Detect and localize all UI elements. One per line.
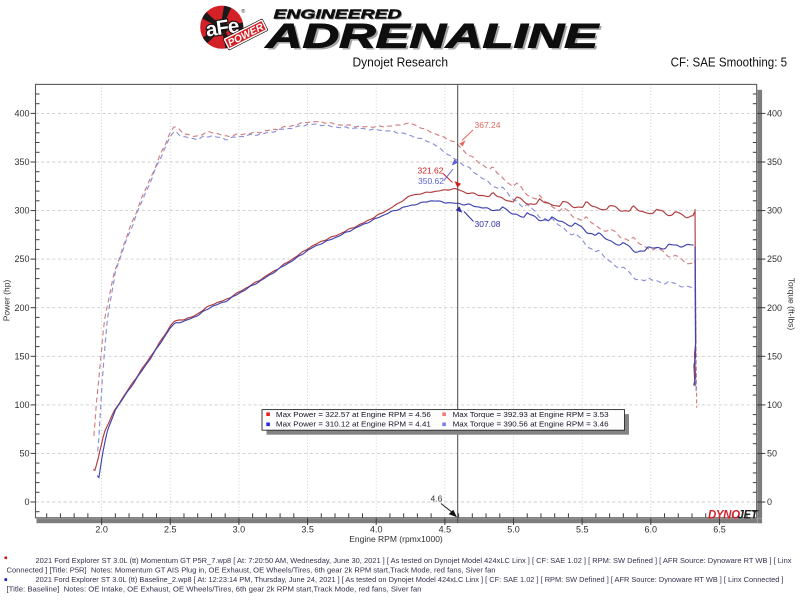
svg-text:DYNO: DYNO (708, 509, 740, 521)
svg-text:300: 300 (767, 206, 782, 216)
svg-text:Engine RPM (rpmx1000): Engine RPM (rpmx1000) (349, 534, 443, 544)
svg-text:2.5: 2.5 (164, 525, 177, 535)
svg-text:150: 150 (767, 351, 782, 361)
svg-text:50: 50 (19, 449, 29, 459)
svg-text:ADRENALINE: ADRENALINE (267, 20, 602, 58)
svg-text:350: 350 (14, 157, 29, 167)
svg-text:6.0: 6.0 (645, 525, 658, 535)
svg-text:Dynojet Research: Dynojet Research (353, 54, 449, 69)
svg-text:400: 400 (14, 109, 29, 119)
svg-text:®: ® (241, 8, 245, 15)
svg-text:4.5: 4.5 (439, 525, 452, 535)
svg-text:200: 200 (767, 303, 782, 313)
svg-text:ADRENALINE: ADRENALINE (265, 18, 600, 56)
svg-text:150: 150 (14, 351, 29, 361)
svg-text:307.08: 307.08 (475, 219, 501, 229)
svg-text:Torque (ft-lbs): Torque (ft-lbs) (787, 278, 797, 331)
svg-text:ENGINEERED: ENGINEERED (275, 7, 404, 22)
svg-text:ENGINEERED: ENGINEERED (274, 6, 403, 21)
svg-text:2.0: 2.0 (95, 525, 108, 535)
svg-text:2021 Ford Explorer ST 3.0L (tt: 2021 Ford Explorer ST 3.0L (tt) Baseline… (36, 575, 784, 584)
svg-text:5.0: 5.0 (507, 525, 520, 535)
svg-text:2021 Ford Explorer ST 3.0L (tt: 2021 Ford Explorer ST 3.0L (tt) Momentum… (36, 556, 792, 565)
svg-text:Max Power = 310.12 at Engine R: Max Power = 310.12 at Engine RPM = 4.41 (276, 420, 431, 429)
svg-text:367.24: 367.24 (475, 120, 501, 130)
svg-text:CF: SAE Smoothing: 5: CF: SAE Smoothing: 5 (671, 54, 788, 69)
svg-text:50: 50 (767, 449, 777, 459)
svg-text:JET: JET (738, 509, 759, 521)
svg-text:100: 100 (14, 400, 29, 410)
svg-text:0: 0 (24, 497, 29, 507)
svg-text:3.5: 3.5 (301, 525, 314, 535)
svg-text:0: 0 (767, 497, 772, 507)
svg-text:321.62: 321.62 (418, 165, 444, 175)
svg-text:3.0: 3.0 (233, 525, 246, 535)
svg-text:350: 350 (767, 157, 782, 167)
svg-text:5.5: 5.5 (576, 525, 589, 535)
svg-text:Max Torque = 392.93 at Engine: Max Torque = 392.93 at Engine RPM = 3.53 (453, 410, 609, 419)
svg-text:Max Power = 322.57 at Engine R: Max Power = 322.57 at Engine RPM = 4.56 (276, 410, 431, 419)
svg-text:6.5: 6.5 (713, 525, 726, 535)
svg-text:250: 250 (767, 254, 782, 264)
svg-text:200: 200 (14, 303, 29, 313)
svg-text:[Title: Baseline] Notes: OE I: [Title: Baseline] Notes: OE Intake, OE E… (7, 585, 422, 594)
svg-text:Max Torque = 390.56 at Engine: Max Torque = 390.56 at Engine RPM = 3.46 (453, 420, 609, 429)
svg-text:250: 250 (14, 254, 29, 264)
svg-text:Power (hp): Power (hp) (2, 280, 12, 322)
svg-text:300: 300 (14, 206, 29, 216)
svg-text:4.6: 4.6 (431, 494, 443, 504)
svg-text:4.0: 4.0 (370, 525, 383, 535)
svg-text:100: 100 (767, 400, 782, 410)
svg-text:350.62: 350.62 (418, 176, 444, 186)
svg-text:Connected ] [Title: P5R] Note: Connected ] [Title: P5R] Notes: Momentum… (7, 566, 496, 575)
svg-text:400: 400 (767, 109, 782, 119)
